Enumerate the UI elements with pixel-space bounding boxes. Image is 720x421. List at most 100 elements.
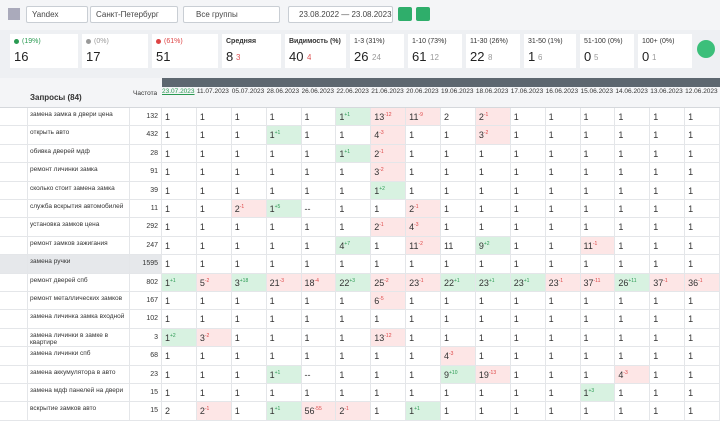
- date-header[interactable]: 11.07.2023: [196, 88, 229, 95]
- position: 1: [339, 130, 345, 141]
- position: 1: [653, 185, 659, 196]
- position-cell: 1: [301, 144, 337, 164]
- query[interactable]: замена аккумулятора в авто: [28, 365, 130, 384]
- query[interactable]: вскрытие замков авто: [28, 402, 130, 421]
- position-cell: 1: [650, 365, 686, 384]
- query[interactable]: ремонт дверей спб: [28, 273, 130, 292]
- position-cell: 1: [162, 292, 197, 311]
- query[interactable]: служба вскрытия автомобилей: [28, 200, 130, 219]
- query[interactable]: обивка дверей мдф: [28, 144, 130, 164]
- row-handle: [0, 200, 28, 219]
- position-cell: 1: [475, 310, 511, 329]
- date-header[interactable]: 12.06.2023: [685, 88, 718, 95]
- position: 1: [618, 185, 624, 196]
- position: 4: [339, 240, 345, 251]
- settings-button[interactable]: [398, 7, 412, 21]
- position-cell: 1: [510, 236, 546, 256]
- date-header[interactable]: 19.06.2023: [441, 88, 474, 95]
- position: 1: [478, 222, 484, 233]
- date-header[interactable]: 16.06.2023: [545, 88, 579, 95]
- date-header[interactable]: 14.06.2023: [615, 88, 648, 95]
- position-cell: 22+3: [336, 273, 372, 292]
- date-header[interactable]: 17.06.2023: [510, 88, 544, 95]
- position: 1: [444, 130, 450, 141]
- position: 1: [583, 259, 589, 270]
- position: 1: [374, 314, 380, 325]
- position: 1: [234, 112, 240, 122]
- position: 1: [688, 296, 694, 306]
- summary-card: Видимость (%) 40 4: [285, 34, 346, 68]
- date-header[interactable]: 05.07.2023: [231, 88, 265, 95]
- position-cell: 11-9: [406, 108, 441, 127]
- query-header[interactable]: Запросы (84): [30, 93, 82, 102]
- date-header[interactable]: 22.06.2023: [336, 88, 369, 95]
- query[interactable]: ремонт замков зажигания: [28, 236, 130, 256]
- position-cell: 1: [650, 163, 686, 182]
- period-picker[interactable]: 23.08.2022 — 23.08.2023: [288, 6, 393, 23]
- frequency: 292: [130, 218, 162, 237]
- position: 1: [339, 204, 345, 214]
- query[interactable]: сколько стоит замена замка: [28, 181, 130, 200]
- date-header[interactable]: 28.06.2023: [266, 88, 300, 95]
- position-change: +1: [274, 369, 281, 376]
- position-change: +1: [344, 148, 351, 155]
- position-cell: 1: [196, 200, 232, 219]
- query[interactable]: замена личинки спб: [28, 347, 130, 366]
- query[interactable]: замена личинки в замке в квартире: [28, 328, 130, 348]
- position-cell: 1: [266, 347, 302, 366]
- position: 1: [409, 130, 415, 141]
- position-change: +1: [344, 112, 351, 118]
- position-change: +1: [170, 277, 176, 284]
- position-cell: 1: [510, 384, 546, 403]
- region-select[interactable]: Санкт-Петербург: [90, 6, 178, 23]
- expand-button[interactable]: [697, 40, 715, 58]
- position-cell: 1: [336, 181, 372, 200]
- position: 1: [304, 259, 310, 270]
- card-label: 11-30 (26%): [470, 38, 509, 45]
- position: 1: [409, 185, 415, 196]
- position-cell: 1: [510, 163, 546, 182]
- summary-card: (19%) 16: [10, 34, 78, 68]
- position: 1: [304, 332, 310, 343]
- query[interactable]: ремонт металлических замков: [28, 292, 130, 311]
- position-cell: 2-1: [371, 218, 407, 237]
- group-select[interactable]: Все группы: [183, 6, 280, 23]
- date-header[interactable]: 18.06.2023: [475, 88, 509, 95]
- date-header[interactable]: 13.06.2023: [650, 88, 683, 95]
- query[interactable]: замена мдф панелей на двери: [28, 384, 130, 403]
- position: 1: [409, 406, 415, 417]
- position-change: -55: [314, 406, 322, 413]
- position: 1: [513, 222, 519, 233]
- calendar-button[interactable]: [416, 7, 430, 21]
- query[interactable]: установка замков цена: [28, 218, 130, 237]
- query[interactable]: замена замка в двери цена: [28, 108, 130, 127]
- card-label: 1-3 (31%): [354, 38, 385, 45]
- date-header[interactable]: 23.07.2023: [162, 88, 195, 95]
- scrollbar[interactable]: [162, 78, 720, 87]
- position-cell: 1: [510, 200, 546, 219]
- position: 1: [548, 388, 554, 398]
- engine-select[interactable]: Yandex: [26, 6, 88, 23]
- date-header[interactable]: 26.06.2023: [301, 88, 335, 95]
- position: 1: [199, 259, 205, 270]
- query[interactable]: открыть авто: [28, 126, 130, 145]
- position-change: -1: [663, 277, 668, 284]
- position-cell: 1: [650, 347, 686, 366]
- position: --: [304, 204, 311, 214]
- freq-header[interactable]: Частота: [133, 90, 158, 97]
- date-header[interactable]: 21.06.2023: [371, 88, 404, 95]
- position-cell: 1: [162, 163, 197, 182]
- query[interactable]: замена ручки: [28, 255, 130, 274]
- position-cell: 1: [475, 255, 511, 274]
- position: 1: [618, 406, 624, 417]
- position-cell: 1: [336, 163, 372, 182]
- query[interactable]: замена личинка замка входной: [28, 310, 130, 329]
- position: 1: [618, 130, 624, 141]
- position-change: -13: [488, 369, 497, 376]
- query[interactable]: ремонт личинки замка: [28, 163, 130, 182]
- date-header[interactable]: 20.06.2023: [406, 88, 439, 95]
- position-cell: 1: [162, 236, 197, 256]
- menu-icon[interactable]: [8, 8, 20, 20]
- date-header[interactable]: 15.06.2023: [580, 88, 614, 95]
- position: 25: [374, 277, 385, 288]
